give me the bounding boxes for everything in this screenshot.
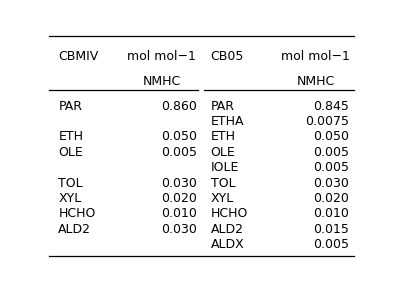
Text: XYL: XYL [58, 192, 81, 205]
Text: 0.860: 0.860 [161, 100, 197, 113]
Text: HCHO: HCHO [58, 208, 95, 220]
Text: ETH: ETH [211, 130, 235, 144]
Text: XYL: XYL [211, 192, 234, 205]
Text: 0.845: 0.845 [313, 100, 349, 113]
Text: CBMIV: CBMIV [58, 50, 99, 64]
Text: 0.030: 0.030 [161, 223, 197, 236]
Text: NMHC: NMHC [296, 75, 335, 88]
Text: OLE: OLE [58, 146, 83, 159]
Text: mol mol−1: mol mol−1 [281, 50, 350, 64]
Text: 0.0075: 0.0075 [305, 115, 349, 128]
Text: mol mol−1: mol mol−1 [127, 50, 196, 64]
Text: 0.050: 0.050 [161, 130, 197, 144]
Text: PAR: PAR [58, 100, 82, 113]
Text: 0.050: 0.050 [313, 130, 349, 144]
Text: NMHC: NMHC [143, 75, 181, 88]
Text: 0.015: 0.015 [313, 223, 349, 236]
Text: 0.020: 0.020 [161, 192, 197, 205]
Text: 0.030: 0.030 [161, 177, 197, 190]
Text: PAR: PAR [211, 100, 235, 113]
Text: 0.020: 0.020 [313, 192, 349, 205]
Text: ALDX: ALDX [211, 238, 244, 251]
Text: ETH: ETH [58, 130, 83, 144]
Text: 0.030: 0.030 [313, 177, 349, 190]
Text: 0.005: 0.005 [313, 146, 349, 159]
Text: CB05: CB05 [211, 50, 244, 64]
Text: ETHA: ETHA [211, 115, 244, 128]
Text: 0.005: 0.005 [313, 161, 349, 174]
Text: 0.010: 0.010 [161, 208, 197, 220]
Text: OLE: OLE [211, 146, 235, 159]
Text: 0.005: 0.005 [313, 238, 349, 251]
Text: TOL: TOL [58, 177, 83, 190]
Text: ALD2: ALD2 [58, 223, 91, 236]
Text: 0.005: 0.005 [161, 146, 197, 159]
Text: 0.010: 0.010 [313, 208, 349, 220]
Text: HCHO: HCHO [211, 208, 248, 220]
Text: ALD2: ALD2 [211, 223, 244, 236]
Text: TOL: TOL [211, 177, 235, 190]
Text: IOLE: IOLE [211, 161, 239, 174]
